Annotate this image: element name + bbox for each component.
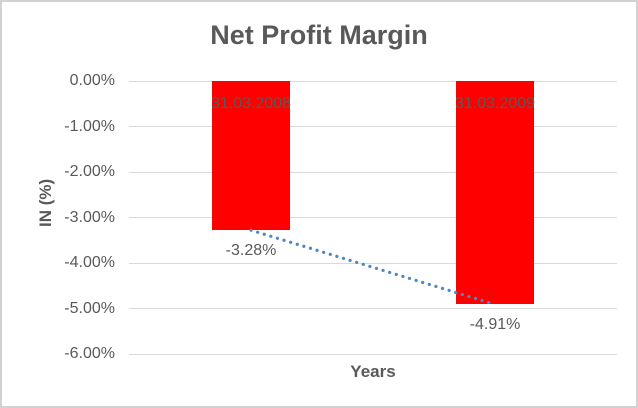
- bar-31.03.2008: [212, 81, 290, 231]
- gridline--3.00%: [129, 217, 617, 218]
- plot-area: 31.03.2008 -3.28% 31.03.2009 -4.91%: [129, 80, 617, 355]
- gridline--2.00%: [129, 171, 617, 173]
- gridline-0.00%: [129, 80, 617, 82]
- y-tick-label: -5.00%: [64, 299, 115, 317]
- gridline--6.00%: [129, 353, 617, 355]
- y-tick-label: -2.00%: [64, 163, 115, 180]
- data-label: -4.91%: [469, 316, 521, 334]
- y-tick-label: -4.00%: [64, 254, 115, 271]
- trendline: [249, 228, 497, 307]
- gridline--4.00%: [129, 262, 617, 264]
- y-tick-label: -6.00%: [64, 345, 115, 362]
- data-label: -3.28%: [225, 242, 277, 260]
- y-tick-label: -1.00%: [64, 117, 115, 135]
- x-axis-title: Years: [350, 362, 396, 381]
- gridline--1.00%: [129, 126, 617, 127]
- category-label: 31.03.2008: [210, 95, 292, 112]
- bar-31.03.2009: [456, 81, 534, 305]
- y-tick-label: 0.00%: [69, 72, 115, 89]
- category-label: 31.03.2009: [454, 95, 536, 112]
- y-tick-label: -3.00%: [64, 208, 115, 226]
- chart-title: Net Profit Margin: [210, 20, 428, 50]
- gridline--5.00%: [129, 308, 617, 309]
